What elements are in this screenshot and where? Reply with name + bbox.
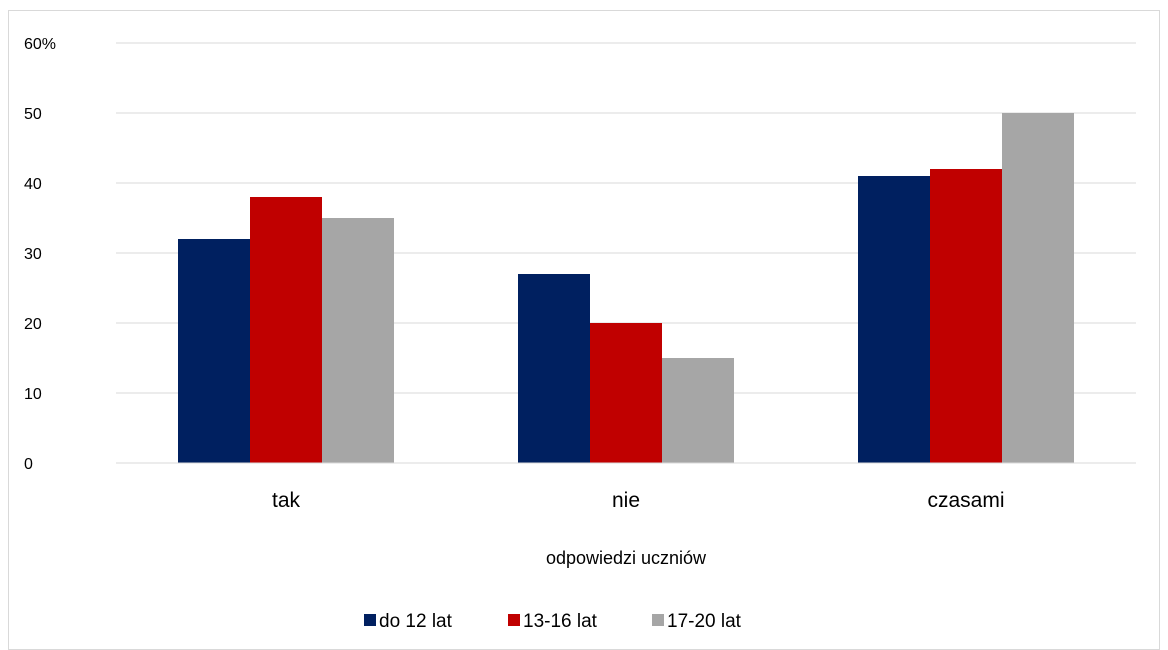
legend: do 12 lat 13-16 lat 17-20 lat — [364, 611, 742, 632]
bar — [930, 169, 1002, 463]
y-tick-label: 60% — [24, 36, 56, 53]
legend-item: do 12 lat — [364, 611, 453, 632]
x-axis-categories: tak nie czasami — [272, 489, 1005, 512]
x-category-label: tak — [272, 489, 301, 512]
x-category-label: czasami — [927, 489, 1004, 512]
x-category-label: nie — [612, 489, 640, 512]
bar — [178, 239, 250, 463]
bar — [662, 358, 734, 463]
legend-label: 13-16 lat — [523, 611, 598, 632]
y-tick-label: 50 — [24, 106, 42, 123]
x-axis-label: odpowiedzi uczniów — [546, 548, 707, 568]
legend-item: 17-20 lat — [652, 611, 742, 632]
bar — [590, 323, 662, 463]
y-tick-label: 30 — [24, 246, 42, 263]
legend-swatch — [364, 614, 376, 626]
bar — [250, 197, 322, 463]
legend-label: do 12 lat — [379, 611, 453, 632]
bar — [322, 218, 394, 463]
y-tick-label: 40 — [24, 176, 42, 193]
bar — [1002, 113, 1074, 463]
legend-item: 13-16 lat — [508, 611, 598, 632]
legend-swatch — [652, 614, 664, 626]
y-tick-label: 20 — [24, 316, 42, 333]
legend-swatch — [508, 614, 520, 626]
y-tick-label: 0 — [24, 456, 33, 473]
y-tick-label: 10 — [24, 386, 42, 403]
legend-label: 17-20 lat — [667, 611, 742, 632]
y-axis-ticks: 0 10 20 30 40 50 60% — [24, 36, 56, 473]
bar — [858, 176, 930, 463]
bars — [178, 113, 1074, 463]
bar — [518, 274, 590, 463]
